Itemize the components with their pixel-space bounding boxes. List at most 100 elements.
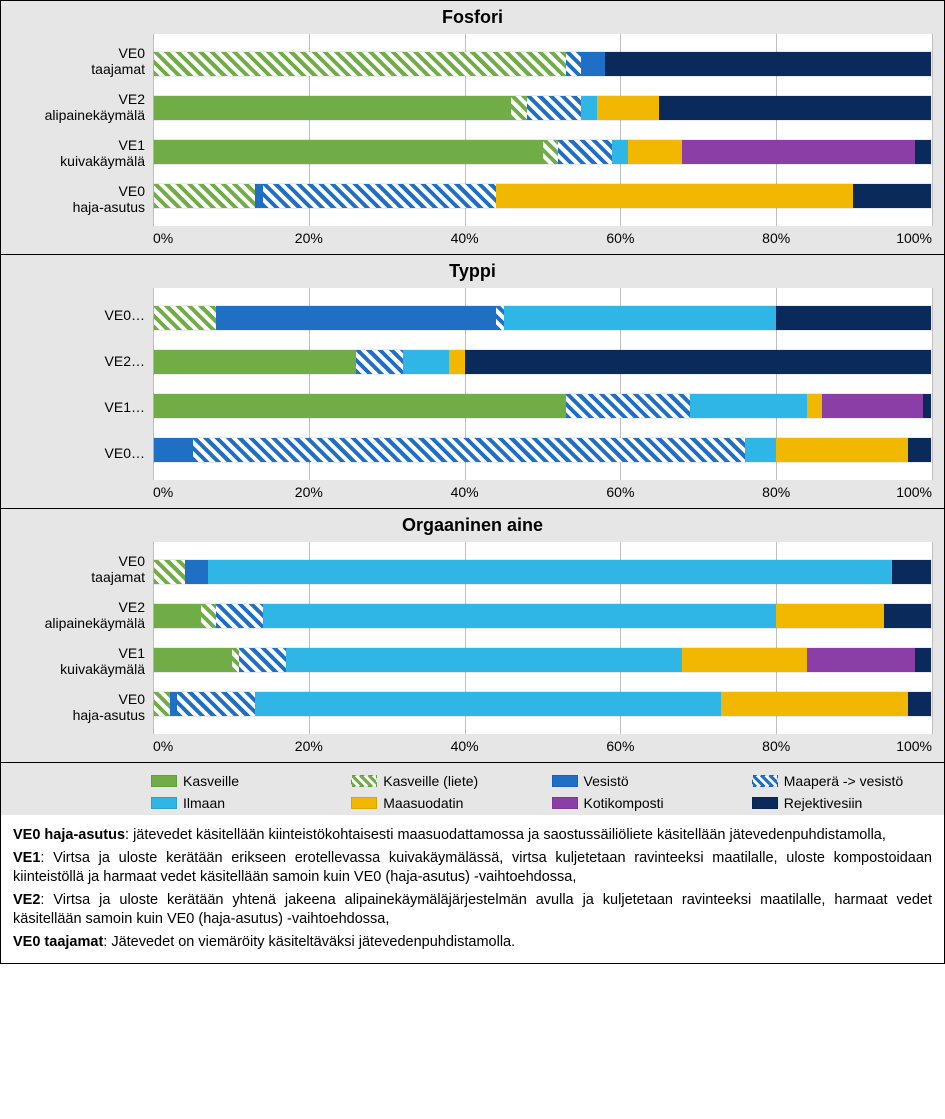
bar-segment-kasveille_liete bbox=[154, 306, 216, 330]
y-label: VE2… bbox=[13, 339, 153, 383]
chart-panel: TyppiVE0…VE2…VE1…VE0…0%20%40%60%80%100% bbox=[0, 255, 945, 509]
bar-segment-vesisto bbox=[216, 306, 496, 330]
legend-swatch bbox=[552, 797, 578, 809]
bar-row bbox=[153, 550, 932, 594]
caption-line-1: VE0 haja-asutus: jätevedet käsitellään k… bbox=[13, 826, 932, 846]
bar-track bbox=[153, 95, 932, 121]
bar-row bbox=[153, 174, 932, 218]
chart-area: VE0…VE2…VE1…VE0… bbox=[13, 288, 932, 480]
caption-block: VE0 haja-asutus: jätevedet käsitellään k… bbox=[0, 815, 945, 964]
bar-segment-rejektivesiin bbox=[915, 648, 931, 672]
y-label: VE2alipainekäymälä bbox=[13, 85, 153, 129]
bar-segment-kotikomposti bbox=[822, 394, 923, 418]
bar-segment-ilmaan bbox=[745, 438, 776, 462]
bar-segment-rejektivesiin bbox=[892, 560, 931, 584]
bar-track bbox=[153, 393, 932, 419]
y-label: VE0taajamat bbox=[13, 547, 153, 591]
legend-label: Rejektivesiin bbox=[784, 795, 863, 811]
y-label: VE0… bbox=[13, 431, 153, 475]
bar-segment-maapera_vesisto bbox=[193, 438, 745, 462]
bar-row bbox=[153, 130, 932, 174]
x-tick: 20% bbox=[231, 484, 387, 500]
bar-segment-rejektivesiin bbox=[853, 184, 931, 208]
x-axis: 0%20%40%60%80%100% bbox=[153, 230, 932, 246]
bar-segment-maasuodatin bbox=[721, 692, 907, 716]
bar-segment-maapera_vesisto bbox=[566, 52, 582, 76]
caption-line-4: VE0 taajamat: Jätevedet on viemäröity kä… bbox=[13, 933, 932, 953]
chart-panel: Fosfori VE0taajamatVE2alipainekäymäläVE1k… bbox=[0, 0, 945, 255]
bar-row bbox=[153, 42, 932, 86]
bar-segment-kasveille_liete bbox=[154, 52, 566, 76]
bar-segment-kasveille bbox=[154, 96, 511, 120]
bar-segment-rejektivesiin bbox=[776, 306, 931, 330]
bar-segment-kasveille_liete bbox=[201, 604, 217, 628]
bar-segment-kasveille bbox=[154, 140, 543, 164]
y-label: VE0haja-asutus bbox=[13, 177, 153, 221]
x-tick: 100% bbox=[854, 738, 932, 754]
bar-segment-kasveille bbox=[154, 350, 356, 374]
bar-segment-maapera_vesisto bbox=[496, 306, 504, 330]
legend-item-kotikomposti: Kotikomposti bbox=[552, 795, 732, 811]
x-tick: 100% bbox=[854, 484, 932, 500]
bar-segment-vesisto bbox=[170, 692, 178, 716]
legend-label: Vesistö bbox=[584, 773, 629, 789]
legend-label: Kasveille bbox=[183, 773, 239, 789]
bar-row bbox=[153, 638, 932, 682]
bar-segment-ilmaan bbox=[208, 560, 892, 584]
legend-swatch bbox=[351, 775, 377, 787]
legend: KasveilleKasveille (liete)VesistöMaaperä… bbox=[0, 763, 945, 815]
chart-title: Typpi bbox=[13, 261, 932, 282]
bar-segment-maasuodatin bbox=[496, 184, 853, 208]
bar-track bbox=[153, 183, 932, 209]
bars-group bbox=[153, 296, 932, 472]
x-tick: 60% bbox=[543, 484, 699, 500]
bar-track bbox=[153, 559, 932, 585]
bar-segment-rejektivesiin bbox=[908, 692, 931, 716]
bar-segment-kasveille_liete bbox=[154, 692, 170, 716]
caption-line-3: VE2: Virtsa ja uloste kerätään yhtenä ja… bbox=[13, 891, 932, 930]
x-axis: 0%20%40%60%80%100% bbox=[153, 738, 932, 754]
bar-segment-kotikomposti bbox=[682, 140, 915, 164]
x-tick: 80% bbox=[698, 738, 854, 754]
bar-segment-ilmaan bbox=[255, 692, 721, 716]
bar-segment-maapera_vesisto bbox=[177, 692, 255, 716]
bar-segment-ilmaan bbox=[263, 604, 776, 628]
x-tick: 40% bbox=[387, 230, 543, 246]
bar-segment-kotikomposti bbox=[807, 648, 916, 672]
y-axis-labels: VE0…VE2…VE1…VE0… bbox=[13, 288, 153, 480]
y-axis-labels: VE0taajamatVE2alipainekäymäläVE1kuivakäy… bbox=[13, 542, 153, 734]
bar-segment-vesisto bbox=[255, 184, 263, 208]
bar-segment-rejektivesiin bbox=[465, 350, 931, 374]
bar-segment-maasuodatin bbox=[597, 96, 659, 120]
bar-segment-rejektivesiin bbox=[659, 96, 931, 120]
bar-segment-maasuodatin bbox=[628, 140, 682, 164]
chart-title: Fosfori bbox=[13, 7, 932, 28]
x-tick: 0% bbox=[153, 738, 231, 754]
plot-area bbox=[153, 542, 932, 734]
bars-group bbox=[153, 42, 932, 218]
bar-segment-rejektivesiin bbox=[923, 394, 931, 418]
bar-segment-maasuodatin bbox=[807, 394, 823, 418]
bar-segment-kasveille_liete bbox=[154, 560, 185, 584]
chart-title: Orgaaninen aine bbox=[13, 515, 932, 536]
y-label: VE0… bbox=[13, 293, 153, 337]
x-tick: 80% bbox=[698, 484, 854, 500]
bar-segment-kasveille_liete bbox=[154, 184, 255, 208]
y-axis-labels: VE0taajamatVE2alipainekäymäläVE1kuivakäy… bbox=[13, 34, 153, 226]
bar-track bbox=[153, 437, 932, 463]
legend-label: Kotikomposti bbox=[584, 795, 664, 811]
bar-segment-ilmaan bbox=[504, 306, 776, 330]
bar-segment-ilmaan bbox=[286, 648, 682, 672]
legend-swatch bbox=[752, 797, 778, 809]
x-tick: 100% bbox=[854, 230, 932, 246]
bar-track bbox=[153, 691, 932, 717]
bar-track bbox=[153, 647, 932, 673]
gridline bbox=[932, 542, 933, 734]
bar-track bbox=[153, 603, 932, 629]
legend-label: Maaperä -> vesistö bbox=[784, 773, 903, 789]
bar-segment-rejektivesiin bbox=[605, 52, 931, 76]
legend-item-ilmaan: Ilmaan bbox=[151, 795, 331, 811]
bar-row bbox=[153, 340, 932, 384]
x-tick: 40% bbox=[387, 738, 543, 754]
legend-item-maasuodatin: Maasuodatin bbox=[351, 795, 531, 811]
